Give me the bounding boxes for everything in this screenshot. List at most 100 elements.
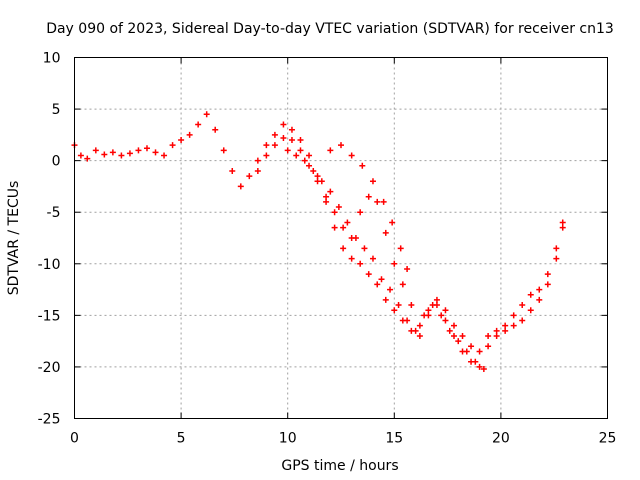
data-point: [459, 332, 466, 339]
x-tick-label: 5: [177, 431, 186, 447]
data-point: [92, 147, 99, 154]
data-point: [338, 142, 344, 149]
data-point: [429, 302, 436, 309]
data-point: [335, 204, 342, 211]
data-point: [331, 224, 338, 231]
data-point: [395, 302, 402, 309]
data-point: [536, 296, 543, 303]
data-point: [455, 338, 462, 345]
data-point: [553, 255, 560, 262]
data-point: [380, 198, 387, 205]
data-point: [327, 188, 334, 195]
y-tick-label: 0: [52, 154, 61, 170]
x-tick-label: 0: [70, 431, 79, 447]
data-point: [425, 307, 432, 314]
data-point: [553, 245, 560, 252]
y-tick-labels: -25 -20 -15 -10 -5 0 5 10: [38, 51, 61, 428]
x-tick-label: 10: [279, 431, 297, 447]
plot-frame: [74, 57, 608, 419]
data-point: [229, 167, 236, 174]
data-point: [485, 332, 492, 339]
data-point: [118, 152, 125, 159]
data-point: [365, 271, 372, 278]
data-point: [544, 271, 551, 278]
data-point: [318, 178, 325, 185]
data-point: [480, 365, 487, 372]
data-point: [374, 198, 381, 205]
series-track-c: [284, 147, 487, 372]
data-point: [109, 149, 116, 156]
data-point: [178, 137, 185, 144]
data-point: [416, 322, 423, 329]
data-point: [84, 155, 91, 162]
data-point: [527, 307, 534, 314]
data-point: [327, 147, 334, 154]
data-point: [254, 167, 261, 174]
x-tick-labels: 0 5 10 15 20 25: [70, 431, 616, 447]
data-point: [359, 162, 366, 169]
chart-title: Day 090 of 2023, Sidereal Day-to-day VTE…: [46, 21, 614, 37]
data-point: [463, 348, 470, 355]
data-point: [288, 137, 295, 144]
x-axis-label: GPS time / hours: [281, 458, 398, 474]
data-point: [397, 245, 404, 252]
data-point: [438, 312, 445, 319]
data-point: [314, 173, 321, 180]
data-point: [476, 363, 483, 370]
data-point: [306, 162, 313, 169]
data-point: [220, 147, 227, 154]
y-tick-label: 10: [43, 51, 61, 67]
data-point: [382, 229, 389, 236]
data-point: [280, 121, 287, 128]
data-point: [399, 281, 406, 288]
data-point: [293, 152, 300, 159]
data-point: [135, 147, 142, 154]
y-tick-label: -5: [47, 205, 61, 221]
data-point: [408, 302, 415, 309]
data-point: [374, 281, 381, 288]
data-point: [476, 348, 483, 355]
data-point: [493, 332, 500, 339]
y-tick-label: -25: [38, 412, 61, 428]
data-point: [348, 152, 355, 159]
data-point: [77, 152, 84, 159]
data-point: [378, 276, 385, 283]
data-point: [271, 131, 278, 138]
data-point: [544, 281, 551, 288]
data-point: [421, 312, 428, 319]
series-track-d: [327, 142, 411, 272]
data-point: [442, 307, 449, 314]
data-point: [331, 209, 338, 216]
data-point: [442, 317, 449, 324]
data-point: [212, 126, 219, 133]
data-point: [391, 307, 398, 314]
data-point: [348, 255, 355, 262]
plot-points: [71, 111, 566, 372]
data-point: [485, 343, 492, 350]
data-point: [237, 183, 244, 190]
data-point: [203, 111, 210, 118]
data-point: [450, 322, 457, 329]
data-point: [389, 219, 396, 226]
data-point: [301, 157, 308, 164]
data-point: [288, 126, 295, 133]
series-track-a: [71, 111, 566, 370]
data-point: [519, 317, 526, 324]
data-point: [416, 332, 423, 339]
data-point: [404, 265, 411, 272]
data-point: [143, 145, 150, 152]
y-tick-label: -20: [38, 360, 61, 376]
data-point: [152, 149, 159, 156]
data-point: [365, 193, 372, 200]
y-tick-label: 5: [52, 102, 61, 118]
data-point: [472, 358, 479, 365]
data-point: [344, 219, 351, 226]
data-point: [369, 255, 376, 262]
data-point: [468, 343, 475, 350]
data-point: [559, 219, 566, 226]
data-point: [536, 286, 543, 293]
data-point: [510, 312, 517, 319]
data-point: [323, 193, 330, 200]
data-point: [340, 224, 347, 231]
